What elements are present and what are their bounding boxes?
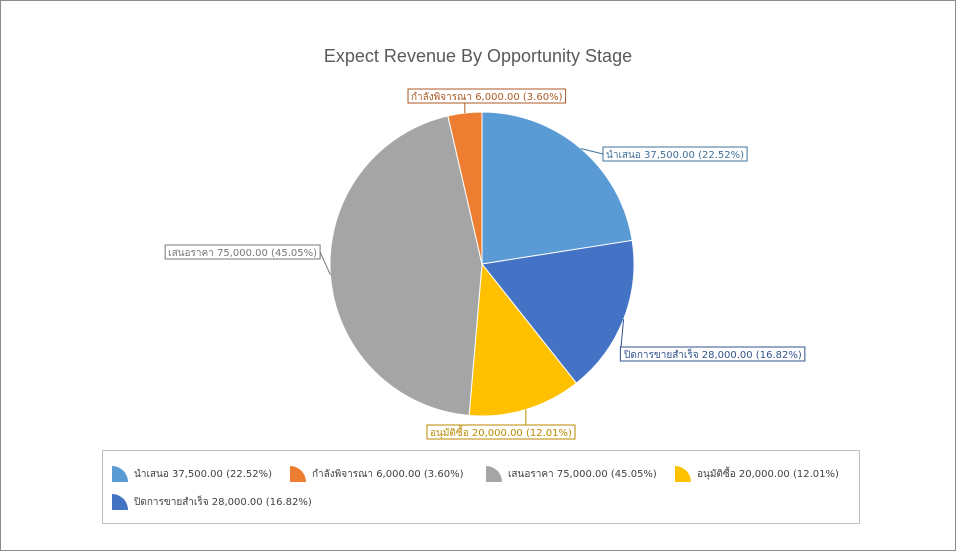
data-label-box [619, 346, 806, 362]
legend-marker-icon [290, 466, 306, 482]
data-label: กำลังพิจารณา 6,000.00 (3.60%) [411, 92, 563, 103]
pie-slice [447, 111, 483, 265]
pie-slice [481, 111, 633, 265]
legend-marker-icon [112, 466, 128, 482]
legend-marker-icon [486, 466, 502, 482]
legend-item: นำเสนอ 37,500.00 (22.52%) [111, 465, 272, 483]
data-label-box [164, 244, 321, 260]
data-label: อนุมัติซื้อ 20,000.00 (12.01%) [430, 425, 572, 439]
legend-item: อนุมัติซื้อ 20,000.00 (12.01%) [674, 465, 839, 483]
legend-label: นำเสนอ 37,500.00 (22.52%) [134, 468, 272, 480]
data-label: เสนอราคา 75,000.00 (45.05%) [168, 248, 317, 259]
pie-slice [329, 115, 483, 416]
data-label-box [426, 424, 576, 440]
data-label-box [407, 88, 567, 104]
data-label: ปิดการขายสำเร็จ 28,000.00 (16.82%) [623, 347, 801, 361]
legend-label: อนุมัติซื้อ 20,000.00 (12.01%) [697, 468, 839, 480]
legend-label: ปิดการขายสำเร็จ 28,000.00 (16.82%) [134, 496, 312, 508]
pie-slice [481, 239, 635, 384]
legend: นำเสนอ 37,500.00 (22.52%) กำลังพิจารณา 6,… [102, 450, 860, 524]
legend-marker-icon [675, 466, 691, 482]
leader-line [580, 148, 604, 155]
chart-title: Expect Revenue By Opportunity Stage [323, 46, 633, 66]
data-label-box [602, 146, 748, 162]
legend-item: กำลังพิจารณา 6,000.00 (3.60%) [289, 465, 463, 483]
legend-label: เสนอราคา 75,000.00 (45.05%) [508, 468, 657, 480]
leader-line [319, 251, 331, 275]
legend-item: ปิดการขายสำเร็จ 28,000.00 (16.82%) [111, 493, 312, 511]
legend-marker-icon [112, 494, 128, 510]
pie-slice [468, 262, 578, 417]
legend-item: เสนอราคา 75,000.00 (45.05%) [485, 465, 657, 483]
data-label: นำเสนอ 37,500.00 (22.52%) [606, 150, 744, 161]
legend-label: กำลังพิจารณา 6,000.00 (3.60%) [312, 468, 464, 480]
